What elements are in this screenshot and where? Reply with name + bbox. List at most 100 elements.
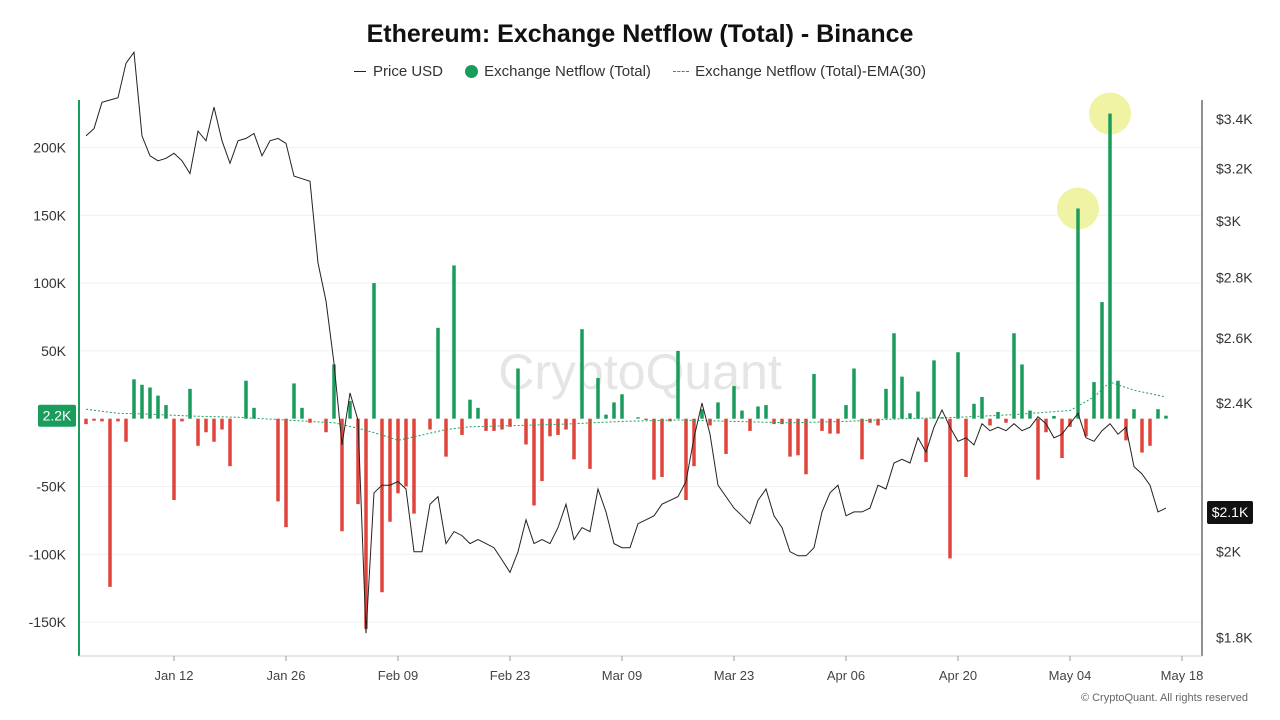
netflow-bars bbox=[84, 113, 1168, 629]
x-tick-label: Apr 20 bbox=[939, 668, 977, 683]
legend-dot-icon bbox=[465, 64, 479, 78]
legend-label-netflow: Exchange Netflow (Total) bbox=[484, 62, 651, 80]
y-left-tick-label: -50K bbox=[36, 478, 66, 494]
netflow-bar bbox=[1108, 113, 1112, 419]
netflow-bar bbox=[612, 402, 616, 419]
y-right-tick-label: $2.6K bbox=[1216, 330, 1253, 346]
legend-dashed-line-icon bbox=[673, 70, 690, 72]
netflow-bar bbox=[732, 386, 736, 419]
netflow-bar bbox=[1116, 380, 1120, 419]
netflow-bar bbox=[1156, 409, 1160, 419]
netflow-bar bbox=[580, 329, 584, 419]
netflow-bar bbox=[596, 378, 600, 419]
netflow-bar bbox=[692, 418, 696, 467]
netflow-bar bbox=[164, 405, 168, 419]
netflow-bar bbox=[788, 418, 792, 457]
netflow-bar bbox=[556, 418, 560, 435]
netflow-bar bbox=[708, 418, 712, 426]
netflow-bar bbox=[212, 418, 216, 442]
legend-line-icon bbox=[353, 70, 366, 72]
netflow-bar bbox=[444, 418, 448, 457]
x-tick-label: Mar 23 bbox=[714, 668, 754, 683]
netflow-bar bbox=[108, 418, 112, 587]
netflow-bar bbox=[532, 418, 536, 506]
netflow-bar bbox=[1028, 410, 1032, 419]
y-left-tick-label: 50K bbox=[41, 343, 67, 359]
netflow-bar bbox=[572, 418, 576, 460]
netflow-bar bbox=[1052, 415, 1056, 419]
value-badges: 2.2K $2.1K bbox=[38, 404, 1253, 524]
netflow-bar bbox=[1044, 418, 1048, 433]
netflow-bar bbox=[300, 407, 304, 419]
netflow-bar bbox=[524, 418, 528, 445]
netflow-bar bbox=[1068, 418, 1072, 427]
y-left-tick-label: -100K bbox=[29, 546, 67, 562]
netflow-bar bbox=[604, 414, 608, 419]
y-right-tick-label: $2.8K bbox=[1216, 269, 1253, 285]
netflow-bar bbox=[388, 418, 392, 522]
netflow-bar bbox=[892, 333, 896, 419]
y-right-tick-label: $2.4K bbox=[1216, 395, 1253, 411]
netflow-bar bbox=[372, 283, 376, 419]
netflow-bar bbox=[1148, 418, 1152, 446]
x-tick-label: Mar 09 bbox=[602, 668, 642, 683]
current-netflow-label: 2.2K bbox=[43, 408, 72, 424]
netflow-bar bbox=[964, 418, 968, 477]
ema-line bbox=[85, 381, 1167, 441]
x-axis-ticks: Jan 12 Jan 26 Feb 09 Feb 23 Mar 09 Mar 23 Apr … bbox=[154, 656, 1203, 683]
netflow-bar bbox=[252, 407, 256, 419]
y-left-tick-label: 100K bbox=[33, 275, 66, 291]
legend-item-ema[interactable]: Exchange Netflow (Total)-EMA(30) bbox=[673, 63, 926, 80]
netflow-bar bbox=[492, 418, 496, 431]
netflow-bar bbox=[884, 388, 888, 419]
netflow-bar bbox=[484, 418, 488, 431]
y-right-tick-label: $3K bbox=[1216, 213, 1242, 229]
netflow-bar bbox=[132, 379, 136, 419]
gridlines bbox=[79, 146, 1202, 623]
netflow-bar bbox=[836, 418, 840, 434]
netflow-bar bbox=[308, 418, 312, 423]
y-right-tick-label: $3.4K bbox=[1216, 111, 1253, 127]
netflow-bar bbox=[244, 380, 248, 419]
netflow-bar bbox=[1140, 418, 1144, 453]
netflow-bar bbox=[364, 418, 368, 629]
netflow-bar bbox=[1004, 418, 1008, 423]
netflow-bar bbox=[500, 418, 504, 430]
netflow-bar bbox=[292, 383, 296, 419]
netflow-bar bbox=[756, 406, 760, 419]
netflow-bar bbox=[948, 418, 952, 559]
netflow-bar bbox=[980, 396, 984, 419]
netflow-bar bbox=[828, 418, 832, 434]
y-right-tick-label: $2K bbox=[1216, 544, 1242, 560]
netflow-bar bbox=[540, 418, 544, 482]
netflow-bar bbox=[116, 418, 120, 422]
legend-item-netflow[interactable]: Exchange Netflow (Total) bbox=[465, 63, 651, 80]
netflow-bar bbox=[812, 373, 816, 419]
netflow-bar bbox=[404, 418, 408, 487]
netflow-bar bbox=[876, 418, 880, 426]
netflow-bar bbox=[772, 418, 776, 425]
netflow-bar bbox=[588, 418, 592, 469]
netflow-bar bbox=[468, 399, 472, 419]
netflow-bar bbox=[156, 395, 160, 419]
netflow-bar bbox=[932, 360, 936, 419]
legend-item-price[interactable]: Price USD bbox=[353, 63, 443, 80]
netflow-bar bbox=[412, 418, 416, 514]
current-price-badge bbox=[1207, 500, 1253, 524]
netflow-bar bbox=[1084, 418, 1088, 437]
netflow-bar bbox=[780, 418, 784, 425]
netflow-bar bbox=[764, 405, 768, 419]
y-left-tick-label: -150K bbox=[29, 614, 67, 630]
netflow-bar bbox=[276, 418, 280, 502]
netflow-bar bbox=[724, 418, 728, 454]
chart-title: Ethereum: Exchange Netflow (Total) - Bin… bbox=[366, 20, 914, 48]
copyright-text: © CryptoQuant. All rights reserved bbox=[1080, 692, 1248, 704]
netflow-bar bbox=[844, 405, 848, 419]
netflow-bar bbox=[796, 418, 800, 456]
netflow-bar bbox=[284, 418, 288, 528]
axes bbox=[78, 100, 1203, 657]
netflow-bar bbox=[1100, 302, 1104, 419]
netflow-bar bbox=[196, 418, 200, 446]
netflow-bar bbox=[660, 418, 664, 477]
netflow-bar bbox=[460, 418, 464, 435]
